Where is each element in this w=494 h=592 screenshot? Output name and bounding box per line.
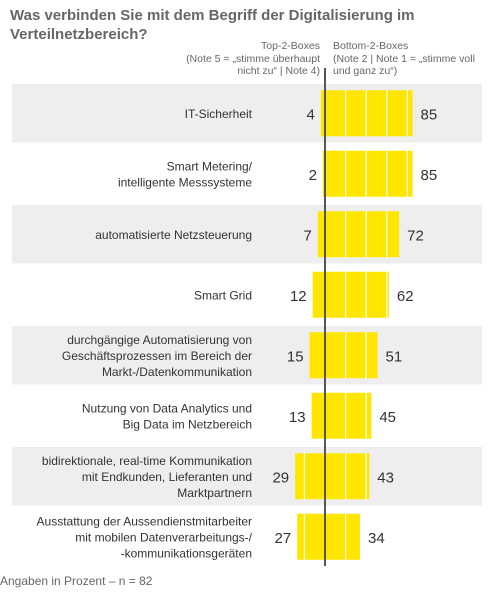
bar-top2 bbox=[312, 271, 325, 318]
legend-left-title: Top-2-Boxes bbox=[261, 40, 320, 52]
bar-top2 bbox=[320, 90, 325, 137]
value-label-bottom2: 43 bbox=[377, 469, 394, 486]
bar-bottom2 bbox=[325, 513, 361, 560]
value-label-bottom2: 62 bbox=[397, 288, 414, 305]
value-label-top2: 29 bbox=[272, 469, 289, 486]
legend-right-subtitle: (Note 2 | Note 1 = „stimme voll und ganz… bbox=[333, 52, 475, 78]
bar-top2 bbox=[317, 211, 325, 258]
category-label: Smart Grid bbox=[194, 288, 252, 302]
legend-right-title: Bottom-2-Boxes bbox=[333, 40, 409, 52]
bar-bottom2 bbox=[325, 332, 378, 379]
category-label: IT-Sicherheit bbox=[185, 107, 253, 121]
value-label-bottom2: 51 bbox=[386, 348, 403, 365]
value-label-top2: 15 bbox=[287, 348, 304, 365]
bar-bottom2 bbox=[325, 90, 413, 137]
value-label-bottom2: 85 bbox=[421, 167, 438, 184]
category-label: automatisierte Netzsteuerung bbox=[95, 228, 252, 242]
row-band bbox=[12, 447, 482, 506]
bar-bottom2 bbox=[325, 211, 400, 258]
bar-top2 bbox=[309, 332, 325, 379]
value-label-bottom2: 45 bbox=[379, 409, 396, 426]
bar-top2 bbox=[295, 453, 325, 500]
legend-left: Top-2-Boxes (Note 5 = „stimme überhaupt … bbox=[170, 40, 320, 78]
category-label: durchgängige Automatisierung von Geschäft… bbox=[62, 333, 252, 379]
legend-left-subtitle: (Note 5 = „stimme überhaupt nicht zu“ | … bbox=[186, 52, 320, 78]
bar-top2 bbox=[297, 513, 325, 560]
value-label-top2: 27 bbox=[275, 530, 292, 547]
value-label-bottom2: 34 bbox=[368, 530, 385, 547]
category-label: Smart Metering/intelligente Messsysteme bbox=[118, 159, 253, 189]
bar-bottom2 bbox=[325, 150, 413, 197]
bar-bottom2 bbox=[325, 453, 370, 500]
bar-bottom2 bbox=[325, 392, 372, 439]
value-label-top2: 12 bbox=[290, 288, 307, 305]
value-label-bottom2: 72 bbox=[407, 227, 424, 244]
chart-title: Was verbinden Sie mit dem Begriff der Di… bbox=[10, 7, 415, 43]
category-label: Ausstattung der Aussendienstmitarbeiter m… bbox=[37, 514, 253, 560]
legend-right: Bottom-2-Boxes (Note 2 | Note 1 = „stimm… bbox=[333, 40, 483, 78]
bar-top2 bbox=[311, 392, 325, 439]
bar-top2 bbox=[322, 150, 325, 197]
row-band bbox=[12, 205, 482, 264]
category-label: bidirektionale, real-time Kommunikation m… bbox=[42, 454, 252, 500]
value-label-bottom2: 85 bbox=[421, 106, 438, 123]
value-label-top2: 2 bbox=[309, 167, 317, 184]
category-label: Nutzung von Data Analytics und Big Data i… bbox=[82, 401, 252, 431]
bar-bottom2 bbox=[325, 271, 389, 318]
value-label-top2: 13 bbox=[289, 409, 306, 426]
footnote: Angaben in Prozent – n = 82 bbox=[0, 574, 153, 588]
value-label-top2: 4 bbox=[307, 106, 315, 123]
row-band bbox=[12, 326, 482, 385]
value-label-top2: 7 bbox=[303, 227, 311, 244]
